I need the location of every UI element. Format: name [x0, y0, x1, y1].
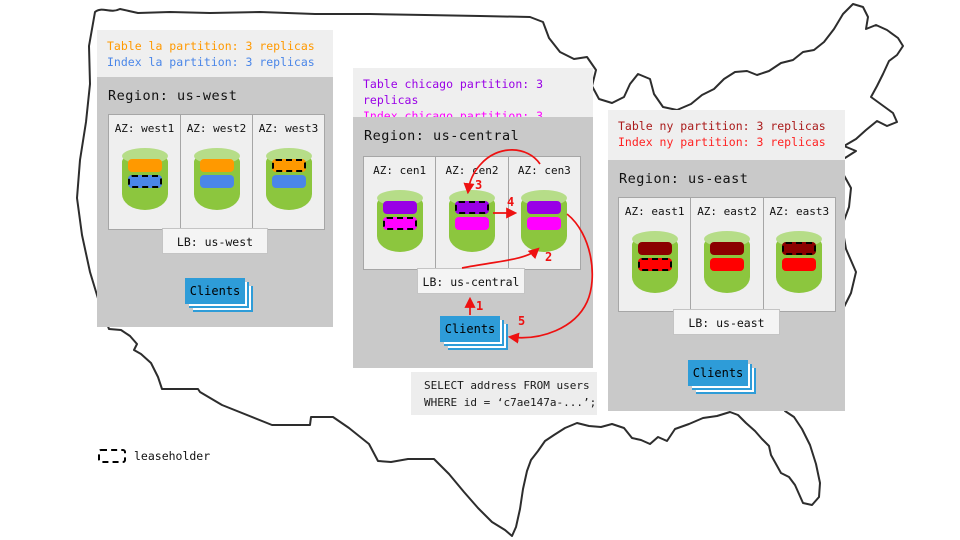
db-node-west1	[121, 148, 168, 210]
callout-table-ny-line: Table ny partition: 3 replicas	[618, 119, 826, 133]
clients-us-east: Clients	[688, 360, 748, 386]
az-west1: AZ: west1	[108, 114, 181, 230]
db-node-west2	[193, 148, 240, 210]
table-chicago-replica	[382, 201, 417, 214]
table-la-replica-leaseholder	[271, 159, 306, 172]
az-west2: AZ: west2	[180, 114, 253, 230]
az-cen2: AZ: cen2	[435, 156, 509, 270]
clients-us-east-label: Clients	[692, 366, 744, 380]
clients-us-central-label: Clients	[444, 322, 496, 336]
region-us-west-title: Region: us-west	[108, 88, 238, 104]
table-ny-replica-leaseholder	[782, 242, 817, 255]
callout-table-chicago-line: Table chicago partition: 3 replicas	[363, 77, 544, 107]
db-node-cen2	[448, 190, 495, 252]
index-ny-replica-leaseholder	[637, 258, 672, 271]
callout-us-west: Table la partition: 3 replicas Index la …	[97, 30, 333, 77]
az-east2-label: AZ: east2	[697, 205, 757, 218]
az-east3: AZ: east3	[762, 197, 836, 312]
table-chicago-replica	[527, 201, 562, 214]
db-node-cen1	[376, 190, 423, 252]
index-la-replica	[271, 175, 306, 188]
region-us-west: Region: us-west AZ: west1 AZ: west2	[97, 77, 333, 327]
lb-us-east: LB: us-east	[673, 309, 780, 335]
az-cen2-label: AZ: cen2	[445, 164, 499, 177]
az-west3-label: AZ: west3	[258, 122, 319, 135]
az-cen1-label: AZ: cen1	[373, 164, 427, 177]
index-chicago-replica	[454, 217, 489, 230]
table-chicago-replica-leaseholder	[454, 201, 489, 214]
table-la-replica	[127, 159, 162, 172]
region-us-east: Region: us-east AZ: east1 AZ: east2	[608, 160, 845, 411]
flow-step-2-label: 2	[545, 250, 553, 264]
index-la-replica-leaseholder	[127, 175, 162, 188]
callout-us-central: Table chicago partition: 3 replicas Inde…	[353, 68, 593, 139]
lb-us-west: LB: us-west	[162, 228, 268, 254]
az-east2: AZ: east2	[690, 197, 764, 312]
db-node-east1	[631, 231, 678, 293]
az-cen1: AZ: cen1	[363, 156, 437, 270]
az-west3: AZ: west3	[252, 114, 325, 230]
az-row-us-west: AZ: west1 AZ: west2	[108, 114, 325, 230]
callout-us-east: Table ny partition: 3 replicas Index ny …	[608, 110, 845, 160]
db-node-east2	[703, 231, 750, 293]
index-chicago-replica-leaseholder	[382, 217, 417, 230]
index-ny-replica	[709, 258, 744, 271]
table-ny-replica	[709, 242, 744, 255]
sql-query-box: SELECT address FROM users WHERE id = ‘c7…	[411, 372, 597, 415]
table-la-replica	[199, 159, 234, 172]
az-row-us-east: AZ: east1 AZ: east2	[618, 197, 836, 312]
db-node-cen3	[521, 190, 568, 252]
callout-index-la-line: Index la partition: 3 replicas	[107, 55, 315, 69]
leaseholder-legend-label: leaseholder	[134, 449, 211, 463]
az-west2-label: AZ: west2	[186, 122, 247, 135]
flow-step-5-label: 5	[518, 314, 526, 328]
db-node-east3	[776, 231, 823, 293]
clients-us-west-label: Clients	[189, 284, 241, 298]
callout-index-ny-line: Index ny partition: 3 replicas	[618, 135, 826, 149]
callout-table-la-line: Table la partition: 3 replicas	[107, 39, 315, 53]
az-west1-label: AZ: west1	[114, 122, 175, 135]
az-east1-label: AZ: east1	[624, 205, 685, 218]
leaseholder-legend: leaseholder	[98, 449, 210, 463]
az-east3-label: AZ: east3	[769, 205, 830, 218]
index-la-replica	[199, 175, 234, 188]
az-east1: AZ: east1	[618, 197, 692, 312]
region-us-east-title: Region: us-east	[619, 171, 749, 187]
clients-us-central: Clients	[440, 316, 500, 342]
clients-us-west: Clients	[185, 278, 245, 304]
leaseholder-dashed-swatch	[98, 449, 126, 463]
region-us-central: Region: us-central AZ: cen1 AZ: cen2	[353, 117, 593, 368]
sql-line-2: WHERE id = ‘c7ae147a-...’;	[424, 396, 597, 409]
sql-line-1: SELECT address FROM users	[424, 379, 590, 392]
flow-step-3-label: 3	[475, 178, 483, 192]
region-us-central-title: Region: us-central	[364, 128, 520, 144]
index-chicago-replica	[527, 217, 562, 230]
az-cen3-label: AZ: cen3	[517, 164, 571, 177]
table-ny-replica	[637, 242, 672, 255]
db-node-west3	[265, 148, 312, 210]
flow-step-1-label: 1	[476, 299, 484, 313]
index-ny-replica	[782, 258, 817, 271]
flow-step-4-label: 4	[507, 195, 515, 209]
lb-us-central: LB: us-central	[417, 268, 525, 294]
